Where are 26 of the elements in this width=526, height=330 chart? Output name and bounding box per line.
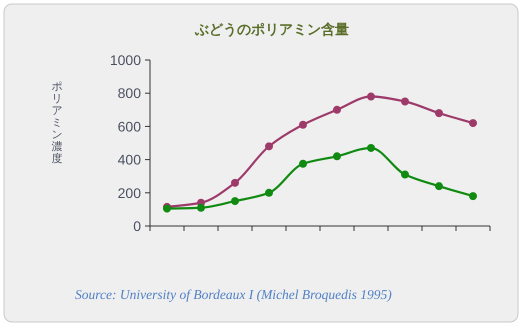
point [469, 119, 477, 128]
y-axis-title: ポリアミン濃度 [52, 81, 62, 165]
point [333, 106, 341, 114]
point [333, 152, 341, 160]
point [435, 182, 443, 190]
point [367, 92, 375, 101]
point [265, 142, 273, 150]
point [197, 204, 205, 212]
point [401, 98, 409, 106]
point [299, 120, 307, 129]
point [231, 197, 239, 206]
point [231, 178, 239, 187]
y-tick-label: 0 [133, 218, 142, 234]
chart-title: ぶどうのポリアミン含量 [194, 21, 349, 38]
y-tick-label: 600 [118, 118, 142, 134]
point [469, 192, 477, 200]
y-tick-label: 400 [118, 152, 142, 168]
point [435, 109, 443, 118]
point [367, 144, 375, 152]
y-tick-label: 800 [118, 85, 142, 102]
y-tick-label: 200 [118, 184, 142, 201]
point [265, 188, 273, 197]
source-note: Source: University of Bordeaux I (Michel Broquedis 1995) [75, 287, 392, 302]
point [401, 170, 409, 179]
y-tick-label: 1000 [110, 52, 142, 68]
point [299, 160, 307, 168]
